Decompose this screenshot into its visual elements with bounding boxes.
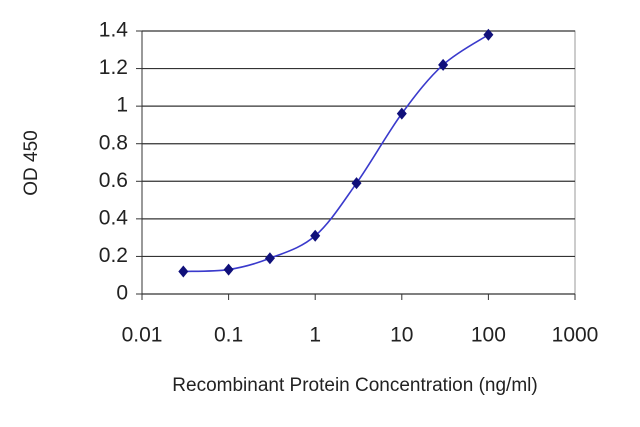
y-tick-label: 1.2	[99, 56, 128, 79]
data-point	[223, 263, 234, 276]
y-tick-label: 1	[116, 94, 128, 117]
x-tick-label: 1	[309, 324, 321, 347]
data-point	[310, 229, 321, 242]
data-point	[438, 58, 449, 71]
x-tick-label: 10	[390, 324, 413, 347]
plot-area	[141, 30, 576, 295]
x-tick-label: 1000	[552, 324, 599, 347]
x-tick-label: 0.01	[122, 324, 163, 347]
data-point	[178, 265, 189, 278]
x-tick-label: 100	[471, 324, 506, 347]
x-tick-label: 0.1	[214, 324, 243, 347]
y-tick-label: 0.6	[99, 169, 128, 192]
data-point	[351, 177, 362, 190]
data-point	[396, 107, 407, 120]
data-point	[264, 252, 275, 265]
data-point	[483, 28, 494, 41]
y-tick-label: 0	[116, 282, 128, 305]
y-tick-label: 0.4	[99, 206, 129, 229]
data-line	[183, 34, 489, 273]
y-tick-label: 1.4	[99, 19, 129, 42]
y-tick-label: 0.2	[99, 244, 128, 267]
y-axis-label: OD 450	[21, 130, 42, 195]
y-tick-label: 0.8	[99, 131, 128, 154]
x-axis-label: Recombinant Protein Concentration (ng/ml…	[172, 375, 537, 396]
